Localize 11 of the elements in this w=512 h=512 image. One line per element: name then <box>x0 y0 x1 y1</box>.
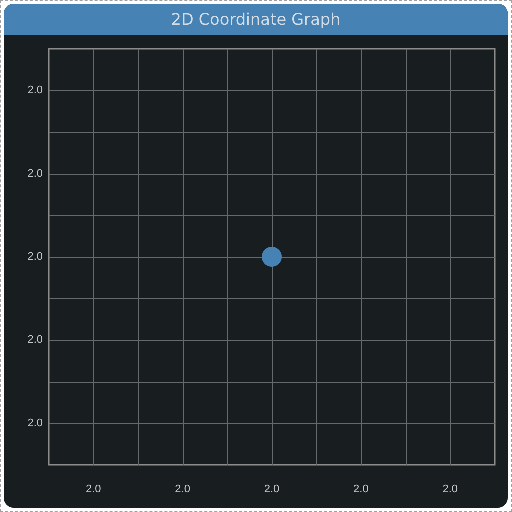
chart-title: 2D Coordinate Graph <box>4 4 508 35</box>
y-tick-label: 2.0 <box>28 417 43 430</box>
y-tick-label: 2.0 <box>28 168 43 180</box>
x-tick-label: 2.0 <box>86 484 102 496</box>
x-tick-label: 2.0 <box>264 484 280 496</box>
x-tick-label: 2.0 <box>354 484 369 496</box>
y-tick-label: 2.0 <box>28 84 43 97</box>
x-tick-label: 2.0 <box>442 484 458 496</box>
x-tick-label: 2.0 <box>175 484 190 496</box>
y-tick-label: 2.0 <box>28 251 43 263</box>
y-tick-label: 2.0 <box>28 334 43 346</box>
